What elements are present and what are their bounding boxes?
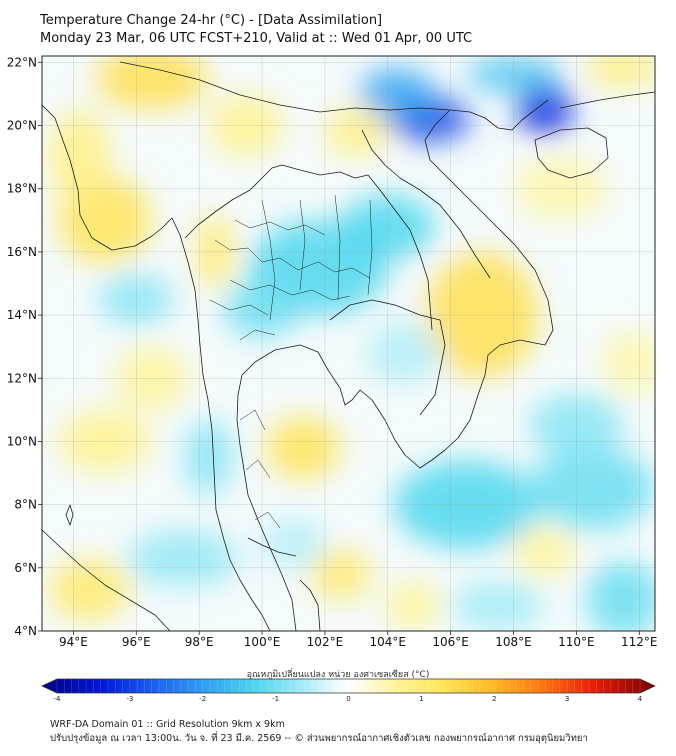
title-line-2: Monday 23 Mar, 06 UTC FCST+210, Valid at…	[40, 31, 473, 46]
tick-label-lat: 20°N	[7, 119, 37, 133]
footer-line-2: ปรับปรุงข้อมูล ณ เวลา 13:00น. วัน จ. ที่…	[50, 733, 588, 744]
field-blob	[359, 68, 435, 120]
tick-label-lon: 108°E	[495, 635, 532, 649]
tick-label-lon: 110°E	[558, 635, 595, 649]
map-plot-area	[42, 56, 655, 631]
field-blob	[450, 580, 545, 631]
tick-label-lat: 12°N	[7, 371, 37, 385]
coastline-thai-west-peninsula	[215, 509, 271, 631]
field-blob	[365, 321, 442, 385]
colorbar-tick-label: 4	[638, 695, 643, 703]
tick-label-lat: 14°N	[7, 308, 37, 322]
field-blob	[48, 558, 131, 622]
border-china-north	[119, 61, 451, 113]
field-blob	[95, 56, 209, 110]
field-blob	[585, 561, 655, 631]
field-blob	[48, 109, 112, 205]
border-thai-malay	[247, 537, 297, 557]
tick-label-lat: 8°N	[14, 498, 37, 512]
colorbar-tick-label: -2	[199, 695, 206, 703]
footer-line-1: WRF-DA Domain 01 :: Grid Resolution 9km …	[50, 719, 285, 730]
tick-label-lon: 100°E	[244, 635, 281, 649]
colorbar-tick-label: 2	[492, 695, 496, 703]
coastline-myanmar-bay	[42, 104, 217, 511]
tick-label-lat: 22°N	[7, 55, 37, 69]
tick-label-lon: 98°E	[185, 635, 214, 649]
colorbar-tick-label: -1	[272, 695, 279, 703]
coastline-southern-china	[559, 91, 655, 109]
province-lines	[209, 194, 373, 529]
colorbar-tick-label: 0	[346, 695, 350, 703]
coastline-gulf-of-thailand	[236, 109, 554, 631]
tick-label-lon: 96°E	[122, 635, 151, 649]
axis-ticks: 94°E 96°E 98°E 100°E 102°E 104°E 106°E 108°E 110…	[7, 55, 658, 649]
field-blob	[183, 419, 234, 496]
tick-label-lat: 4°N	[14, 624, 37, 638]
colorbar-tick-label: 3	[565, 695, 569, 703]
coastline-sumatra	[42, 529, 171, 631]
tick-label-lat: 16°N	[7, 245, 37, 259]
field-blob	[126, 529, 241, 587]
tick-label-lat: 6°N	[14, 561, 37, 575]
field-blob	[585, 56, 655, 88]
tick-label-lon: 112°E	[621, 635, 658, 649]
tick-label-lon: 94°E	[59, 635, 88, 649]
map-title: Temperature Change 24-hr (°C) - [Data As…	[40, 12, 472, 48]
colorbar-gradient	[41, 678, 656, 694]
border-laos	[281, 164, 433, 331]
tick-label-lon: 106°E	[432, 635, 469, 649]
field-blob	[516, 84, 574, 135]
temperature-field	[48, 56, 655, 631]
footer: WRF-DA Domain 01 :: Grid Resolution 9km …	[50, 718, 588, 746]
colorbar: -4 -3 -2 -1 0 1 2 3 4	[41, 678, 656, 703]
field-blob	[265, 416, 341, 480]
border-vietnam-laos	[361, 129, 491, 279]
field-blob	[529, 447, 655, 530]
tick-label-lon: 102°E	[307, 635, 344, 649]
map-frame	[41, 55, 656, 632]
coastline-andaman-islands	[65, 504, 74, 526]
field-blob	[384, 580, 442, 631]
border-cambodia	[329, 299, 446, 416]
coastline-hainan	[534, 127, 609, 179]
border-myanmar-thai	[184, 164, 283, 239]
colorbar-tick-label: 1	[419, 695, 423, 703]
title-line-1: Temperature Change 24-hr (°C) - [Data As…	[40, 13, 383, 28]
field-blob	[262, 517, 325, 568]
gridlines	[42, 56, 655, 631]
coastline-gulf-of-tonkin	[449, 99, 549, 131]
tick-label-lat: 18°N	[7, 182, 37, 196]
coastlines-and-borders	[42, 61, 655, 631]
field-blob	[324, 106, 388, 158]
tick-label-lon: 104°E	[370, 635, 407, 649]
tick-label-lat: 10°N	[7, 434, 37, 448]
colorbar-tick-label: -4	[54, 695, 62, 703]
colorbar-label: อุณหภูมิเปลี่ยนแปลง หน่วย องศาเซลเซียส (…	[246, 670, 430, 680]
colorbar-ticks: -4 -3 -2 -1 0 1 2 3 4	[54, 679, 643, 703]
field-blob	[513, 526, 577, 578]
colorbar-tick-label: -3	[126, 695, 133, 703]
coastline-malaysia-east	[299, 579, 321, 631]
